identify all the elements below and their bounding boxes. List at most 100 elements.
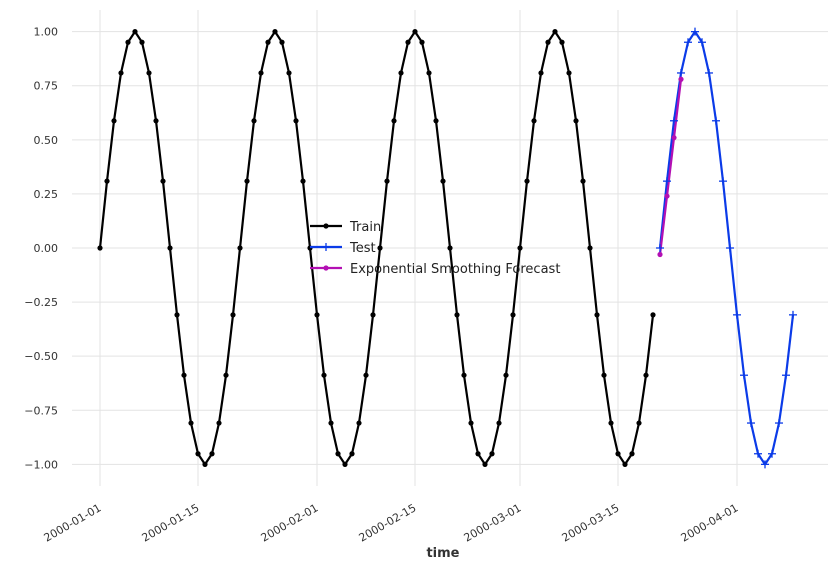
train-point: [601, 372, 607, 378]
y-tick-label: −0.50: [24, 350, 58, 363]
train-point: [475, 451, 481, 457]
y-tick-label: 0.00: [34, 242, 59, 255]
train-point: [370, 312, 376, 318]
x-tick-label: 2000-02-15: [357, 501, 419, 544]
train-point: [545, 39, 551, 45]
train-point: [237, 245, 243, 251]
train-point: [510, 312, 516, 318]
legend-marker-exponential-smoothing-forecast: [323, 265, 329, 271]
train-point: [426, 70, 432, 76]
test-point: [698, 38, 706, 47]
train-point: [209, 451, 215, 457]
y-tick-label: 0.50: [34, 134, 59, 147]
train-point: [272, 29, 278, 35]
train-point: [468, 420, 474, 426]
train-point: [188, 420, 194, 426]
train-point: [181, 372, 187, 378]
train-point: [566, 70, 572, 76]
train-point: [587, 245, 593, 251]
test-point: [712, 116, 720, 125]
test-point: [663, 177, 671, 186]
train-point: [517, 245, 523, 251]
test-point: [768, 449, 776, 458]
x-tick-label: 2000-02-01: [259, 501, 321, 544]
train-point: [195, 451, 201, 457]
x-tick-label: 2000-03-15: [560, 501, 622, 544]
x-axis: 2000-01-01 2000-01-15 2000-02-01 2000-02-15…: [42, 501, 741, 544]
train-point: [482, 461, 488, 467]
test-point: [761, 460, 769, 469]
x-tick-label: 2000-01-15: [140, 501, 202, 544]
train-point: [524, 178, 530, 184]
test-line: [658, 30, 795, 466]
train-point: [349, 451, 355, 457]
train-point: [377, 245, 383, 251]
legend: Train Test Exponential Smoothing Forecast: [310, 220, 560, 277]
train-point: [405, 39, 411, 45]
train-point: [293, 118, 299, 124]
test-point: [782, 371, 790, 380]
train-point: [125, 39, 131, 45]
exponential-smoothing-forecast-point: [671, 135, 677, 141]
train-point: [643, 372, 649, 378]
test-point: [754, 449, 762, 458]
train-point: [104, 178, 110, 184]
train-point: [559, 39, 565, 45]
train-point: [258, 70, 264, 76]
exponential-smoothing-forecast-line: [658, 79, 683, 255]
train-point: [111, 118, 117, 124]
train-point: [503, 372, 509, 378]
train-point: [153, 118, 159, 124]
train-point: [650, 312, 656, 318]
test-point: [705, 68, 713, 77]
train-point: [342, 461, 348, 467]
train-point: [139, 39, 145, 45]
x-axis-title: time: [426, 546, 459, 561]
train-point: [636, 420, 642, 426]
train-point: [174, 312, 180, 318]
train-point: [363, 372, 369, 378]
exponential-smoothing-forecast-point: [678, 76, 684, 82]
test-point: [747, 419, 755, 428]
train-point: [412, 29, 418, 35]
train-point: [167, 245, 173, 251]
legend-label-test: Test: [349, 241, 376, 256]
train-point: [286, 70, 292, 76]
y-tick-label: −0.75: [24, 404, 58, 417]
test-point: [656, 244, 664, 252]
train-point: [118, 70, 124, 76]
train-point: [594, 312, 600, 318]
test-point: [775, 419, 783, 428]
x-tick-label: 2000-01-01: [42, 501, 104, 544]
train-point: [615, 451, 621, 457]
train-point: [433, 118, 439, 124]
train-point: [146, 70, 152, 76]
train-point: [300, 178, 306, 184]
train-point: [573, 118, 579, 124]
train-point: [356, 420, 362, 426]
train-point: [419, 39, 425, 45]
legend-marker-train: [323, 223, 329, 229]
legend-label-train: Train: [349, 220, 381, 235]
test-point: [719, 177, 727, 186]
y-tick-label: 0.25: [34, 188, 59, 201]
train-point: [314, 312, 320, 318]
train-point: [622, 461, 628, 467]
train-point: [251, 118, 257, 124]
series-markers: [97, 27, 797, 469]
train-point: [398, 70, 404, 76]
test-point: [726, 244, 734, 252]
exponential-smoothing-forecast-point: [664, 193, 670, 199]
train-point: [538, 70, 544, 76]
train-point: [608, 420, 614, 426]
test-point: [670, 116, 678, 125]
x-tick-label: 2000-04-01: [679, 501, 741, 544]
legend-label-exponential-smoothing-forecast: Exponential Smoothing Forecast: [350, 262, 560, 277]
test-point: [740, 371, 748, 380]
test-point: [691, 27, 699, 36]
train-point: [447, 245, 453, 251]
train-point: [440, 178, 446, 184]
train-point: [454, 312, 460, 318]
train-point: [230, 312, 236, 318]
